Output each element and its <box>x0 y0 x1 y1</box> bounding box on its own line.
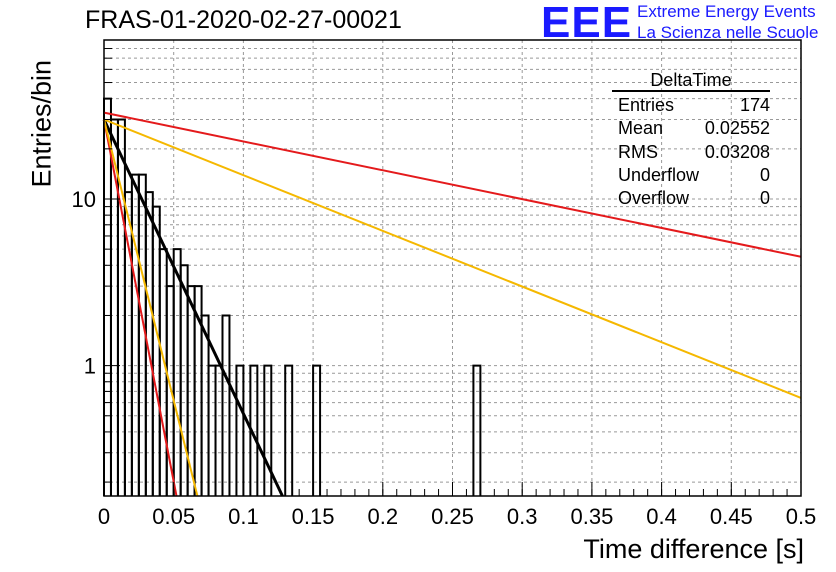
histogram-bin <box>235 364 245 496</box>
eee-logo-line1: Extreme Energy Events <box>637 2 816 21</box>
stats-label: Entries <box>618 95 675 115</box>
fit-line <box>102 118 284 497</box>
stats-row: Entries 174 <box>612 94 770 117</box>
x-tick-label: 0.4 <box>646 504 677 529</box>
x-tick-label: 0.35 <box>570 504 613 529</box>
histogram-bin <box>472 364 482 496</box>
stats-label: Overflow <box>618 188 690 209</box>
y-axis-label: Entries/bin <box>26 59 57 188</box>
x-tick-label: 0.15 <box>292 504 335 529</box>
y-tick-label: 1 <box>84 354 96 379</box>
stats-row: Underflow 0 <box>612 164 770 187</box>
histogram-bin <box>200 314 210 496</box>
fit-line <box>103 111 802 258</box>
fit-line <box>103 119 199 497</box>
stats-value: 0 <box>759 188 770 209</box>
stats-value: 0.02552 <box>704 118 770 139</box>
eee-logo-line2: La Scienza nelle Scuole <box>637 23 819 42</box>
histogram-bin <box>284 364 294 496</box>
stats-value: 0.03208 <box>704 141 770 162</box>
x-axis-label: Time difference [s] <box>583 534 804 564</box>
stats-value: 174 <box>739 95 770 115</box>
stats-label: Underflow <box>618 164 700 185</box>
histogram-bin <box>263 364 273 496</box>
histogram-bin <box>207 364 217 496</box>
x-tick-label: 0.1 <box>228 504 259 529</box>
stats-row: Overflow 0 <box>612 187 770 210</box>
x-tick-label: 0.25 <box>431 504 474 529</box>
x-tick-label: 0.3 <box>507 504 538 529</box>
fit-line <box>103 119 178 497</box>
x-tick-label: 0.5 <box>786 504 817 529</box>
histogram-bin <box>214 364 224 496</box>
eee-logo: EEE <box>541 0 633 47</box>
histogram-bin <box>103 97 112 496</box>
stats-title: DeltaTime <box>612 70 770 92</box>
histogram-bin <box>130 173 140 496</box>
y-tick-label: 10 <box>72 187 96 212</box>
stats-value: 0 <box>759 164 770 185</box>
stats-row: Mean 0.02552 <box>612 117 770 140</box>
histogram-bin <box>312 364 322 496</box>
x-tick-label: 0.2 <box>368 504 399 529</box>
x-tick-label: 0 <box>98 504 110 529</box>
histogram-bin <box>221 314 231 496</box>
x-tick-label: 0.45 <box>710 504 753 529</box>
histogram-bin <box>179 264 189 496</box>
chart-title: FRAS-01-2020-02-27-00021 <box>85 6 402 34</box>
fit-line <box>103 118 802 399</box>
stats-label: RMS <box>618 141 658 162</box>
stats-box: DeltaTime Entries 174 Mean 0.02552 RMS 0… <box>612 70 770 210</box>
stats-label: Mean <box>618 118 664 139</box>
stats-row: RMS 0.03208 <box>612 141 770 164</box>
x-tick-label: 0.05 <box>152 504 195 529</box>
